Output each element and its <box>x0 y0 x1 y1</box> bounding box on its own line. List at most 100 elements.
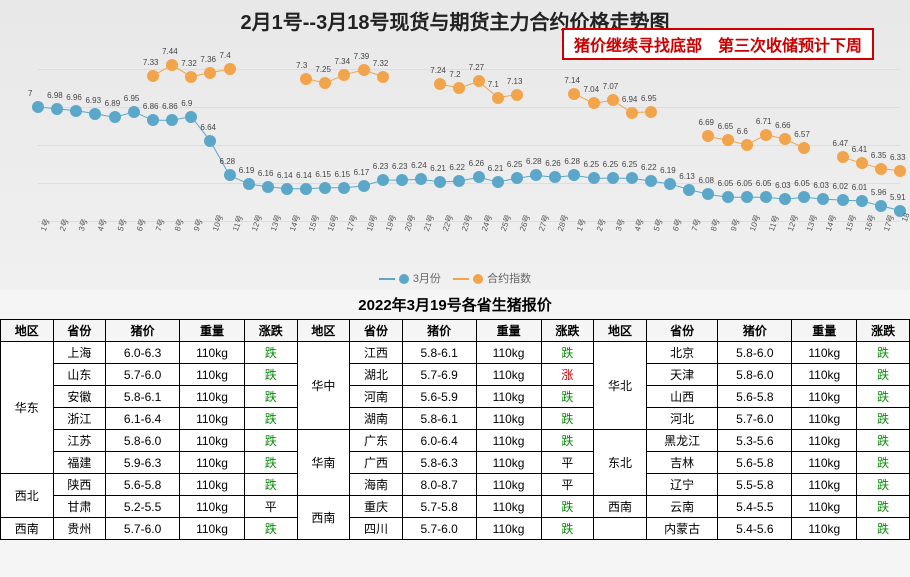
region-cell: 西南 <box>1 518 54 540</box>
price-cell: 5.8-6.3 <box>402 452 476 474</box>
change-cell: 跌 <box>245 474 298 496</box>
data-point <box>147 70 159 82</box>
data-point <box>894 165 906 177</box>
weight-cell: 110kg <box>180 474 245 496</box>
weight-cell: 110kg <box>792 452 857 474</box>
weight-cell: 110kg <box>476 364 541 386</box>
price-cell: 5.9-6.3 <box>106 452 180 474</box>
data-point <box>185 71 197 83</box>
data-point <box>856 195 868 207</box>
weight-cell: 110kg <box>180 452 245 474</box>
col-header: 省份 <box>350 320 403 342</box>
data-point <box>128 106 140 118</box>
data-point <box>185 111 197 123</box>
province-cell: 内蒙古 <box>646 518 718 540</box>
change-cell: 跌 <box>541 386 594 408</box>
price-cell: 6.0-6.3 <box>106 342 180 364</box>
region-cell: 西南 <box>594 496 647 518</box>
weight-cell: 110kg <box>792 518 857 540</box>
table-row: 西北陕西5.6-5.8110kg跌海南8.0-8.7110kg平辽宁5.5-5.… <box>1 474 910 496</box>
weight-cell: 110kg <box>792 430 857 452</box>
table-row: 浙江6.1-6.4110kg跌湖南5.8-6.1110kg跌河北5.7-6.01… <box>1 408 910 430</box>
price-chart: 2月1号--3月18号现货与期货主力合约价格走势图 猪价继续寻找底部 第三次收储… <box>0 0 910 290</box>
province-cell: 安徽 <box>53 386 106 408</box>
province-cell: 重庆 <box>350 496 403 518</box>
change-cell: 平 <box>245 496 298 518</box>
change-cell: 跌 <box>541 430 594 452</box>
region-cell: 西南 <box>297 496 350 540</box>
province-cell: 天津 <box>646 364 718 386</box>
change-cell: 跌 <box>245 518 298 540</box>
price-cell: 5.8-6.0 <box>718 342 792 364</box>
price-cell: 5.8-6.0 <box>106 430 180 452</box>
price-cell: 5.2-5.5 <box>106 496 180 518</box>
table-row: 华东上海6.0-6.3110kg跌华中江西5.8-6.1110kg跌华北北京5.… <box>1 342 910 364</box>
province-cell: 黑龙江 <box>646 430 718 452</box>
province-cell: 吉林 <box>646 452 718 474</box>
province-cell: 云南 <box>646 496 718 518</box>
col-header: 猪价 <box>402 320 476 342</box>
data-point <box>722 134 734 146</box>
province-cell: 山西 <box>646 386 718 408</box>
col-header: 涨跌 <box>857 320 910 342</box>
weight-cell: 110kg <box>476 474 541 496</box>
data-point <box>396 174 408 186</box>
col-header: 地区 <box>297 320 350 342</box>
change-cell: 跌 <box>245 430 298 452</box>
table-row: 西南贵州5.7-6.0110kg跌四川5.7-6.0110kg跌内蒙古5.4-5… <box>1 518 910 540</box>
data-point <box>281 183 293 195</box>
change-cell: 跌 <box>245 386 298 408</box>
price-cell: 5.7-5.8 <box>402 496 476 518</box>
price-cell: 6.1-6.4 <box>106 408 180 430</box>
data-point <box>224 169 236 181</box>
data-point <box>377 174 389 186</box>
price-table: 地区省份猪价重量涨跌地区省份猪价重量涨跌地区省份猪价重量涨跌华东上海6.0-6.… <box>0 319 910 540</box>
price-cell: 5.7-6.9 <box>402 364 476 386</box>
change-cell: 跌 <box>541 342 594 364</box>
weight-cell: 110kg <box>180 364 245 386</box>
weight-cell: 110kg <box>476 496 541 518</box>
price-cell: 5.8-6.1 <box>402 408 476 430</box>
table-row: 安徽5.8-6.1110kg跌河南5.6-5.9110kg跌山西5.6-5.81… <box>1 386 910 408</box>
region-cell <box>594 518 647 540</box>
province-cell: 广西 <box>350 452 403 474</box>
province-cell: 河北 <box>646 408 718 430</box>
province-cell: 浙江 <box>53 408 106 430</box>
province-cell: 江苏 <box>53 430 106 452</box>
price-cell: 5.8-6.1 <box>402 342 476 364</box>
province-cell: 北京 <box>646 342 718 364</box>
province-cell: 广东 <box>350 430 403 452</box>
region-cell: 华南 <box>297 430 350 496</box>
price-cell: 5.4-5.6 <box>718 518 792 540</box>
data-point <box>473 171 485 183</box>
change-cell: 跌 <box>857 452 910 474</box>
data-point <box>300 73 312 85</box>
province-cell: 湖北 <box>350 364 403 386</box>
change-cell: 跌 <box>857 518 910 540</box>
data-point <box>626 107 638 119</box>
price-cell: 8.0-8.7 <box>402 474 476 496</box>
data-point <box>741 191 753 203</box>
col-header: 涨跌 <box>245 320 298 342</box>
province-cell: 陕西 <box>53 474 106 496</box>
weight-cell: 110kg <box>792 342 857 364</box>
weight-cell: 110kg <box>180 430 245 452</box>
price-cell: 5.6-5.8 <box>718 452 792 474</box>
table-row: 福建5.9-6.3110kg跌广西5.8-6.3110kg平吉林5.6-5.81… <box>1 452 910 474</box>
change-cell: 跌 <box>245 342 298 364</box>
price-cell: 5.7-6.0 <box>106 518 180 540</box>
data-point <box>607 94 619 106</box>
data-point <box>645 175 657 187</box>
data-point <box>875 200 887 212</box>
legend: 3月份 合约指数 <box>0 270 910 286</box>
table-row: 江苏5.8-6.0110kg跌华南广东6.0-6.4110kg跌东北黑龙江5.3… <box>1 430 910 452</box>
region-cell: 华东 <box>1 342 54 474</box>
table-row: 山东5.7-6.0110kg跌湖北5.7-6.9110kg涨天津5.8-6.01… <box>1 364 910 386</box>
price-cell: 5.8-6.0 <box>718 364 792 386</box>
col-header: 地区 <box>594 320 647 342</box>
data-point <box>319 182 331 194</box>
col-header: 涨跌 <box>541 320 594 342</box>
data-point <box>607 172 619 184</box>
weight-cell: 110kg <box>180 342 245 364</box>
weight-cell: 110kg <box>792 496 857 518</box>
